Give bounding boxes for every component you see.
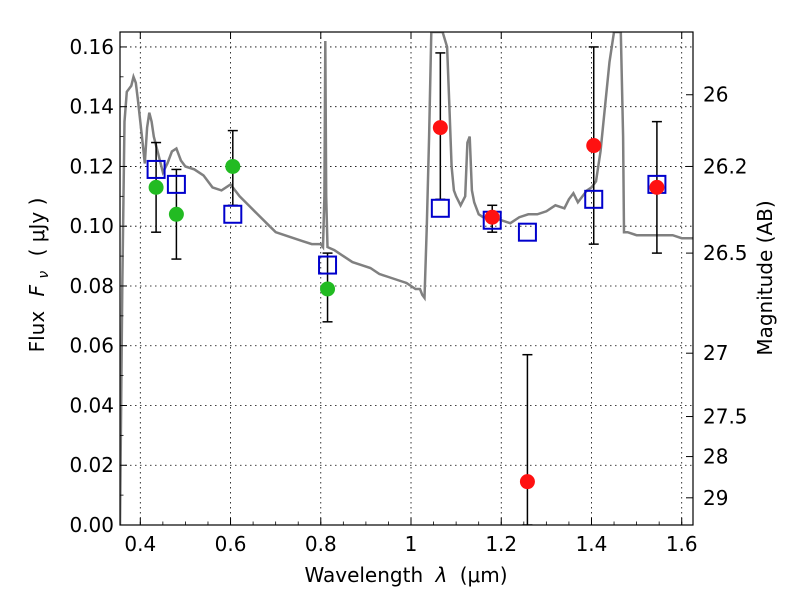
data-point <box>519 474 535 490</box>
mag-tick-label: 26.2 <box>703 154 748 178</box>
data-point <box>148 179 164 195</box>
plot-content <box>120 32 693 525</box>
x-tick-label: 0.6 <box>215 532 247 556</box>
y-axis-label: Flux F ν ( μJy ) <box>25 198 53 353</box>
mag-tick-label: 27.5 <box>703 405 748 429</box>
y-tick-label: 0.04 <box>69 393 114 417</box>
x-tick-label: 1.4 <box>576 532 608 556</box>
model-point <box>166 174 186 194</box>
plot-frame <box>119 31 694 526</box>
x-tick-label: 1.6 <box>666 532 698 556</box>
data-point <box>586 138 602 154</box>
y-tick-label: 0.16 <box>69 35 114 59</box>
axis-ticks: 0.4 0.6 0.8 1 1.2 1.4 1.6 0.00 0.02 0.04 0.06 0.08 0… <box>69 32 748 556</box>
mag-tick-label: 27 <box>703 341 728 365</box>
x-tick-label: 0.8 <box>305 532 337 556</box>
x-tick-label: 1 <box>405 532 418 556</box>
mag-tick-label: 26 <box>703 83 728 107</box>
data-point <box>432 120 448 136</box>
data-point <box>225 158 241 174</box>
x-tick-label: 1.2 <box>485 532 517 556</box>
y-tick-label: 0.08 <box>69 274 114 298</box>
model-point <box>318 255 338 275</box>
mag-tick-label: 28 <box>703 445 728 469</box>
model-spectrum-line <box>120 32 693 525</box>
mag-tick-label: 29 <box>703 486 728 510</box>
y-tick-label: 0.06 <box>69 334 114 358</box>
y-tick-label: 0.14 <box>69 95 114 119</box>
data-point <box>168 206 184 222</box>
y-tick-label: 0.12 <box>69 154 114 178</box>
y-tick-label: 0.00 <box>69 513 114 537</box>
y-tick-label: 0.02 <box>69 453 114 477</box>
x-tick-label: 0.4 <box>124 532 156 556</box>
model-point <box>146 159 166 179</box>
mag-tick-label: 26.5 <box>703 241 748 265</box>
x-axis-label: Wavelength λ (μm) <box>304 563 507 587</box>
model-point <box>430 198 450 218</box>
model-point <box>223 204 243 224</box>
data-markers <box>146 120 667 490</box>
model-point <box>517 222 537 242</box>
data-point <box>484 209 500 225</box>
grid-lines <box>120 32 693 525</box>
right-axis-label: Magnitude (AB) <box>753 200 777 355</box>
data-point <box>320 281 336 297</box>
data-point <box>649 179 665 195</box>
y-tick-label: 0.10 <box>69 214 114 238</box>
model-point <box>584 189 604 209</box>
